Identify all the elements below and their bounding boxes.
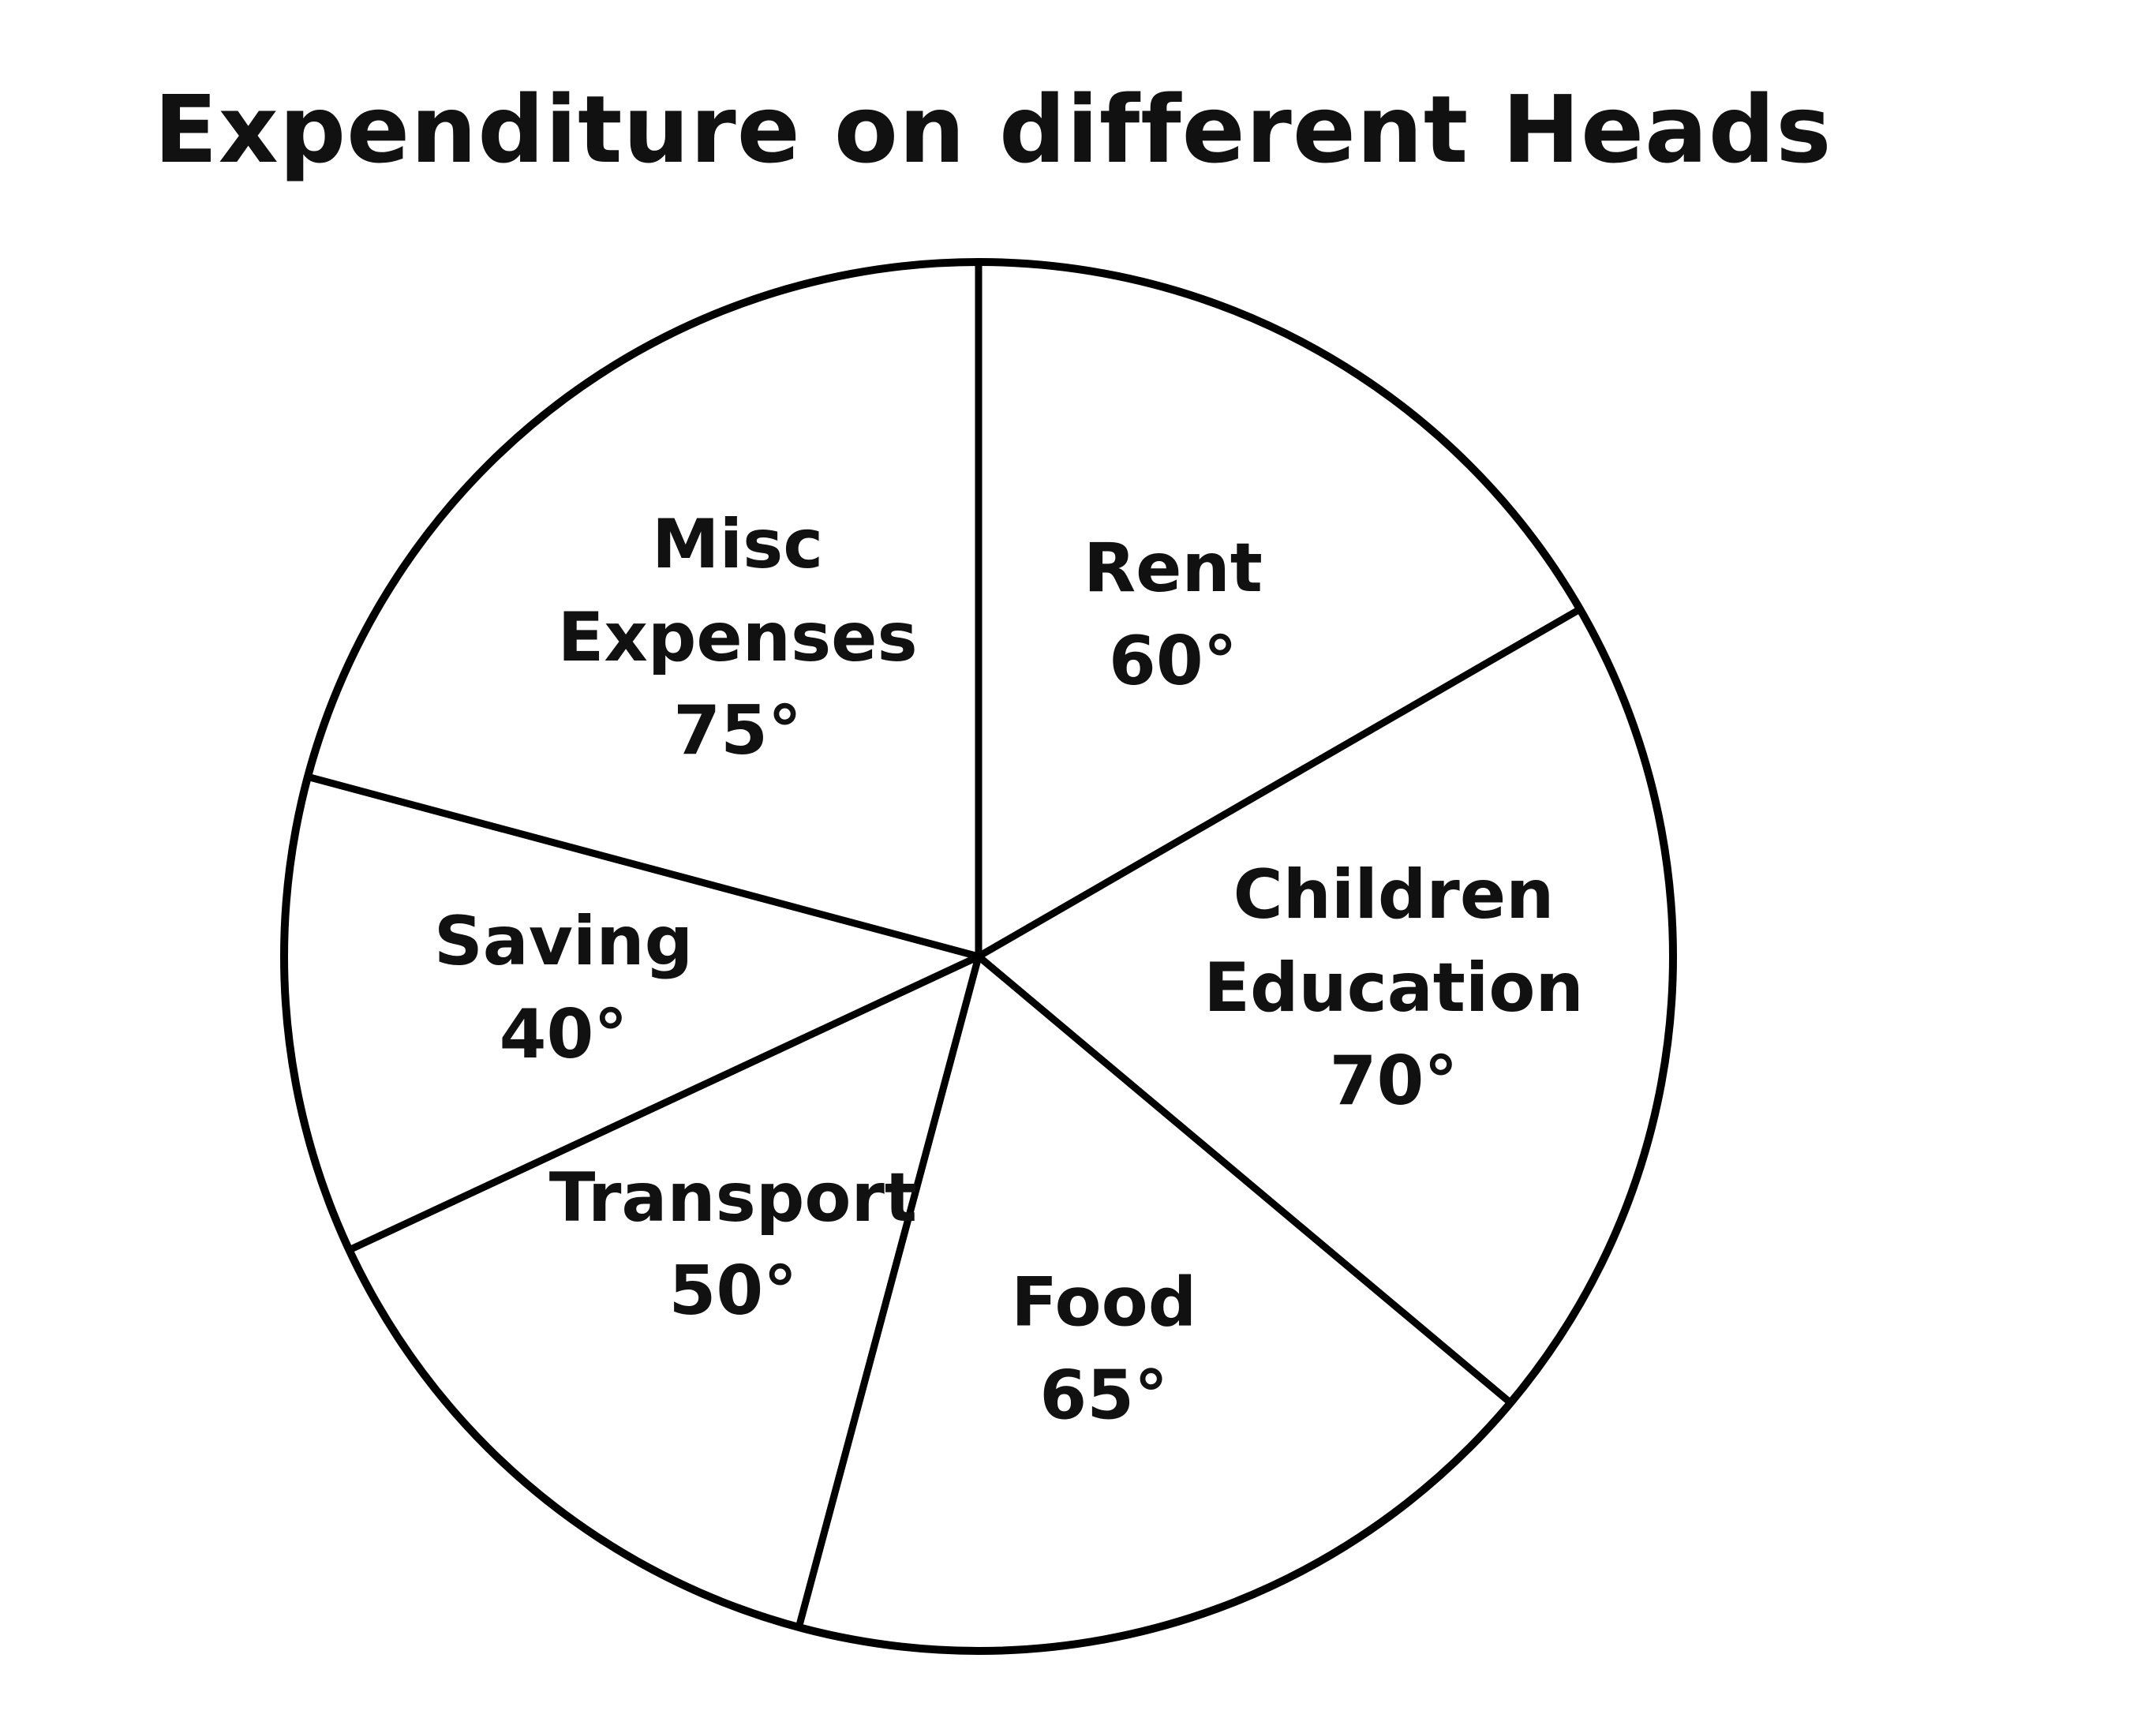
slice-name-label: Misc (652, 505, 823, 584)
pie-label-children-education: Children Education 70° (1203, 855, 1583, 1121)
slice-value-label: 70° (1330, 1042, 1458, 1121)
chart-title: Expenditure on different Heads (154, 75, 1832, 184)
pie-label-misc-expenses: Misc Expenses 75° (558, 505, 918, 770)
pie-label-food: Food 65° (1011, 1263, 1196, 1435)
pie-labels: Rent 60° Children Education 70° Food 65° Transp… (434, 505, 1584, 1435)
slice-value-label: 40° (500, 995, 628, 1074)
slice-value-label: 50° (669, 1252, 798, 1331)
pie-slices (280, 258, 1677, 1655)
slice-name-label: Children (1233, 855, 1555, 934)
slice-name-label: Education (1203, 949, 1583, 1027)
pie-label-transport: Transport 50° (549, 1158, 917, 1331)
slice-value-label: 65° (1039, 1357, 1168, 1435)
slice-name-label: Saving (434, 902, 693, 981)
slice-value-label: 75° (673, 691, 802, 770)
slice-name-label: Food (1011, 1263, 1196, 1342)
slice-name-label: Transport (549, 1158, 917, 1237)
slice-name-label: Expenses (558, 598, 918, 677)
pie-label-rent: Rent 60° (1084, 530, 1263, 702)
pie-label-saving: Saving 40° (434, 902, 693, 1074)
slice-value-label: 60° (1109, 623, 1237, 702)
pie-outline (280, 258, 1677, 1655)
slice-name-label: Rent (1084, 530, 1263, 608)
